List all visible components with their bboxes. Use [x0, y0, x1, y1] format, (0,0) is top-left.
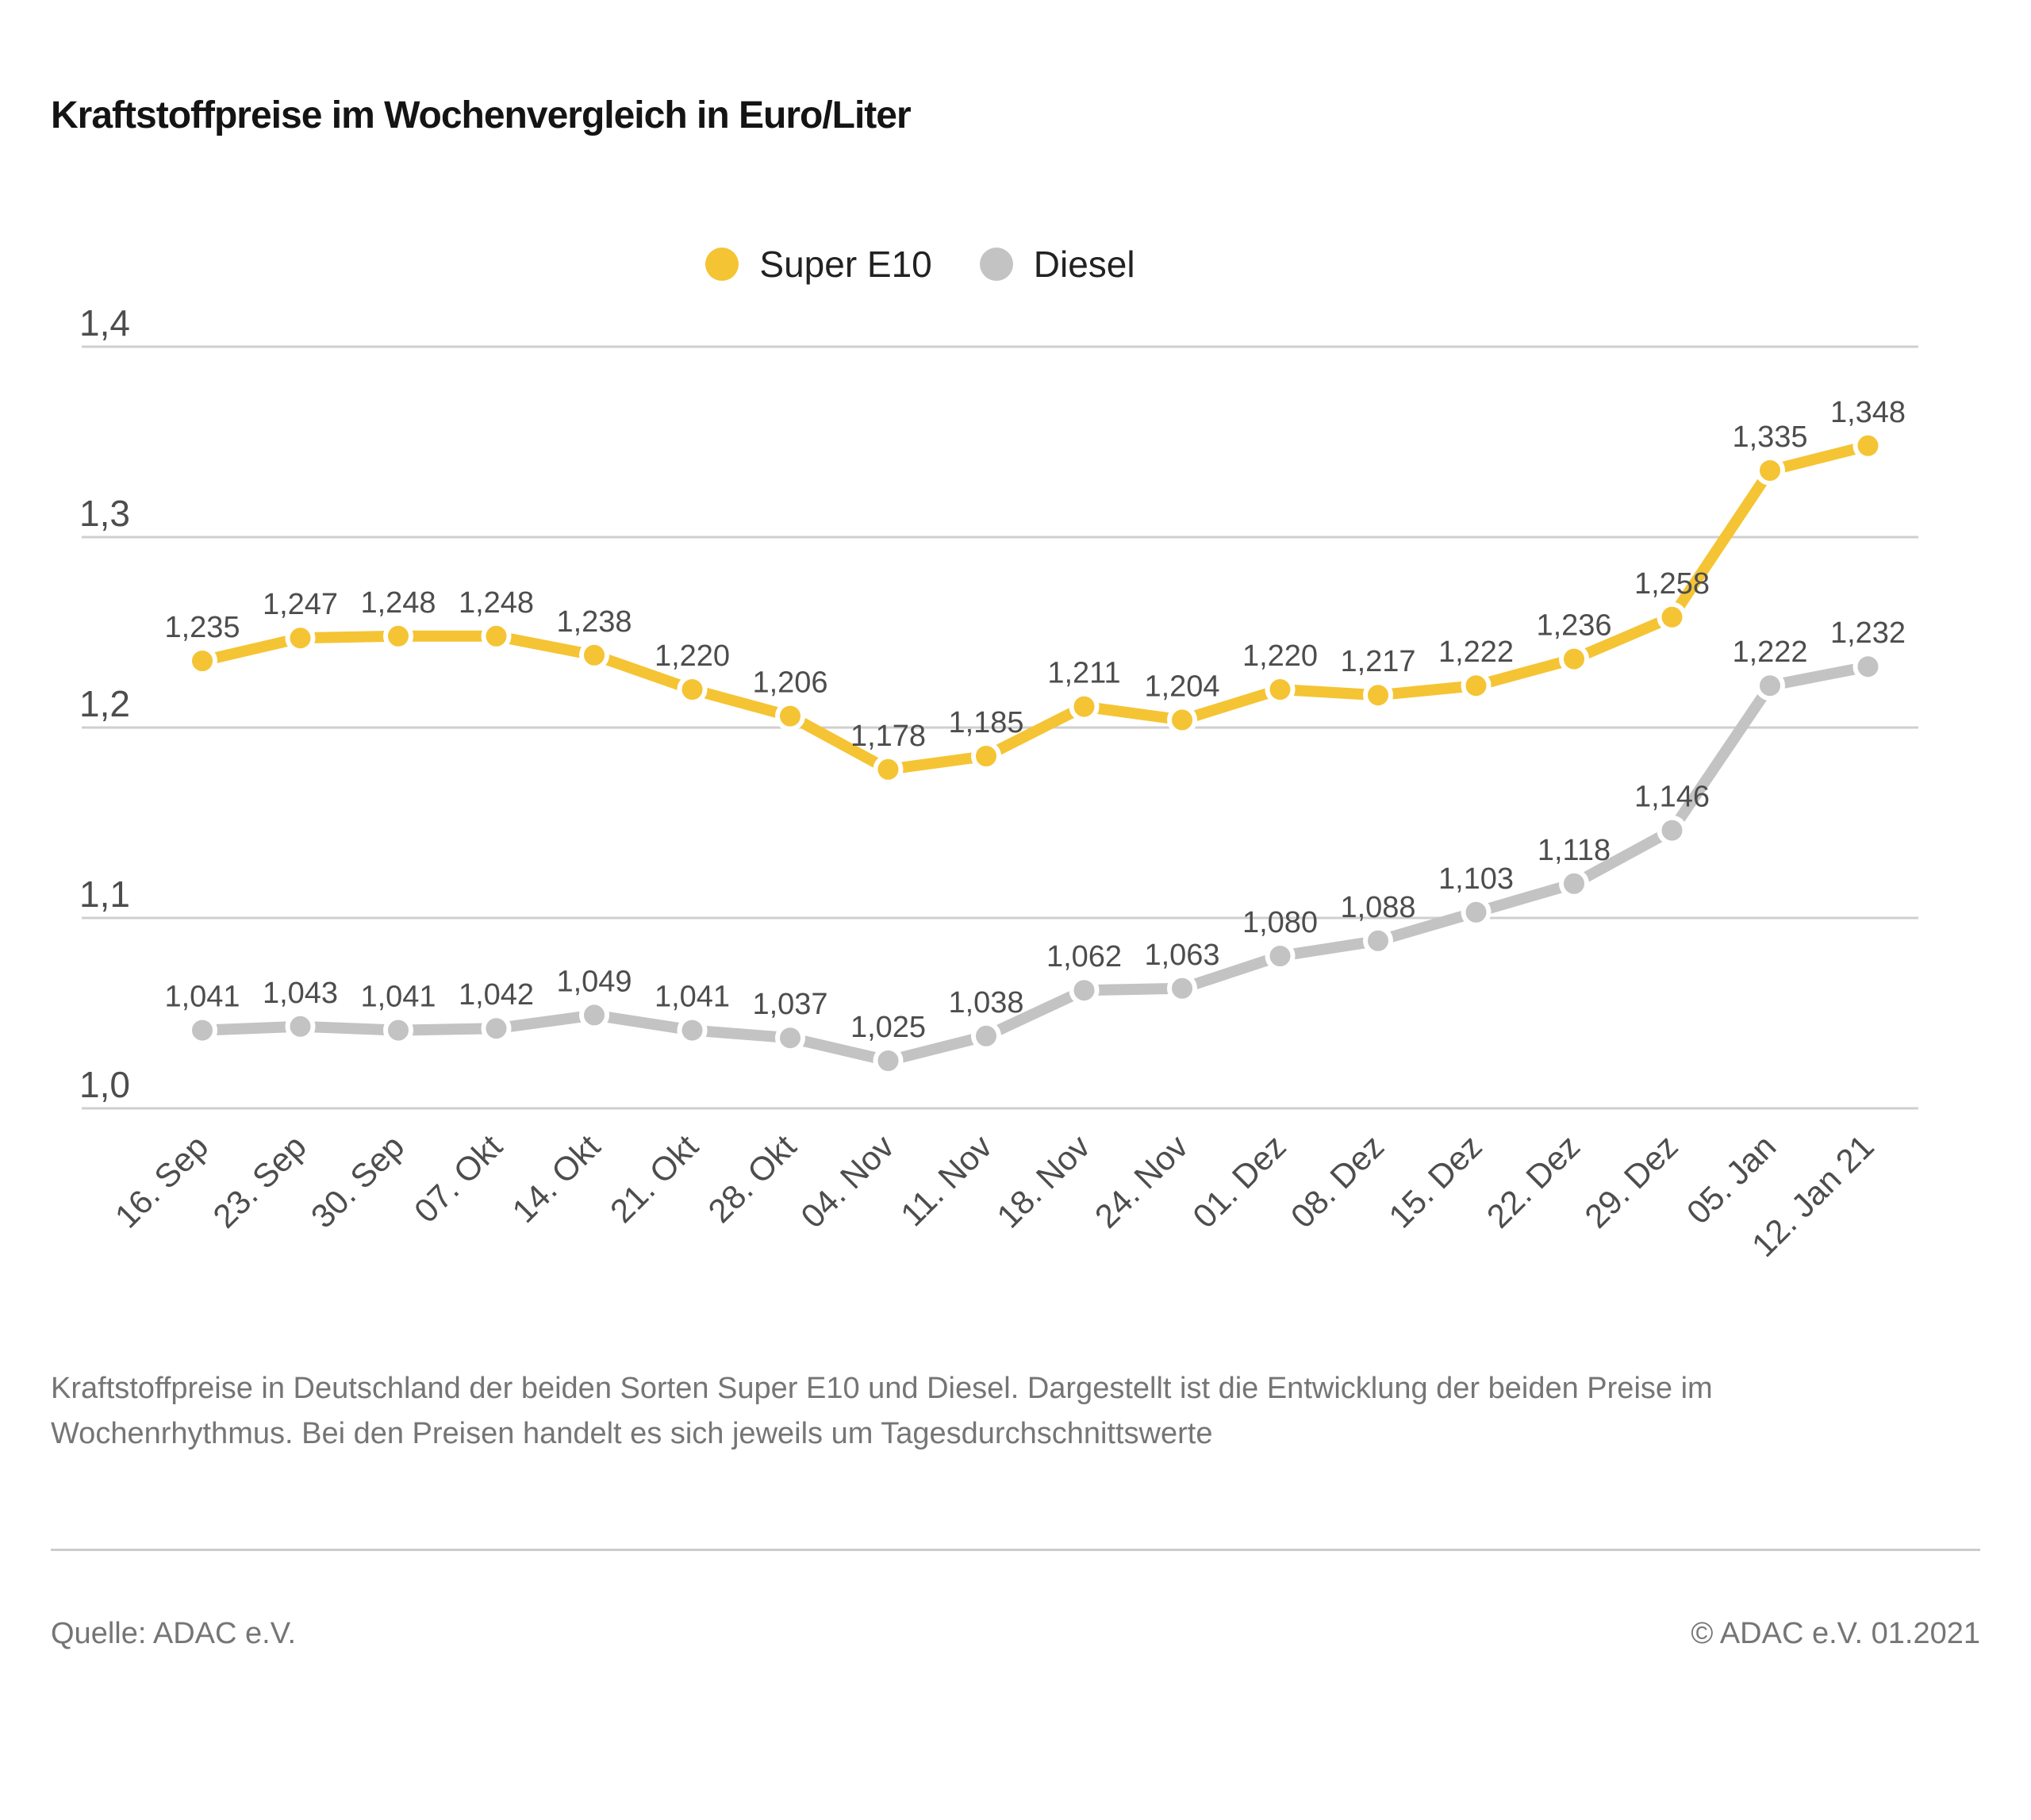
svg-text:1,146: 1,146 — [1634, 781, 1710, 814]
svg-text:21. Okt: 21. Okt — [603, 1127, 705, 1230]
svg-text:1,248: 1,248 — [459, 586, 534, 620]
svg-text:1,041: 1,041 — [360, 981, 436, 1014]
svg-text:1,038: 1,038 — [948, 986, 1023, 1019]
legend-item-diesel: Diesel — [979, 243, 1135, 286]
svg-text:1,248: 1,248 — [360, 586, 436, 620]
svg-text:1,1: 1,1 — [79, 874, 130, 915]
svg-text:1,220: 1,220 — [1242, 639, 1318, 673]
svg-text:1,204: 1,204 — [1144, 670, 1219, 703]
svg-text:1,037: 1,037 — [752, 988, 827, 1021]
svg-text:15. Dez: 15. Dez — [1381, 1127, 1489, 1235]
svg-text:1,238: 1,238 — [556, 605, 632, 639]
caption-line-2: Wochenrhythmus. Bei den Preisen handelt … — [51, 1417, 1213, 1450]
svg-text:18. Nov: 18. Nov — [989, 1127, 1097, 1235]
svg-text:1,236: 1,236 — [1536, 609, 1611, 643]
svg-text:1,217: 1,217 — [1340, 645, 1415, 678]
svg-text:1,043: 1,043 — [263, 977, 338, 1010]
chart-caption: Kraftstoffpreise in Deutschland der beid… — [51, 1366, 1987, 1457]
svg-text:1,235: 1,235 — [164, 611, 240, 644]
svg-text:1,185: 1,185 — [948, 706, 1023, 739]
svg-text:08. Dez: 08. Dez — [1284, 1127, 1392, 1235]
svg-text:22. Dez: 22. Dez — [1480, 1127, 1588, 1235]
svg-text:04. Nov: 04. Nov — [793, 1127, 901, 1235]
svg-text:1,118: 1,118 — [1538, 834, 1611, 867]
svg-text:1,049: 1,049 — [556, 965, 632, 998]
svg-text:1,3: 1,3 — [79, 493, 130, 534]
svg-text:1,178: 1,178 — [850, 720, 926, 753]
svg-text:28. Okt: 28. Okt — [701, 1127, 803, 1230]
svg-text:1,063: 1,063 — [1144, 939, 1219, 972]
legend-label-super-e10: Super E10 — [759, 244, 932, 285]
chart-legend: Super E10 Diesel — [0, 243, 1936, 286]
svg-text:1,232: 1,232 — [1830, 616, 1906, 650]
svg-text:1,103: 1,103 — [1438, 862, 1514, 896]
svg-text:1,4: 1,4 — [79, 302, 130, 344]
caption-line-1: Kraftstoffpreise in Deutschland der beid… — [51, 1372, 1713, 1405]
svg-text:1,258: 1,258 — [1634, 567, 1710, 601]
svg-text:1,042: 1,042 — [459, 978, 534, 1012]
svg-text:07. Okt: 07. Okt — [407, 1127, 509, 1230]
svg-text:23. Sep: 23. Sep — [205, 1127, 313, 1235]
svg-text:1,2: 1,2 — [79, 683, 130, 724]
footer: Quelle: ADAC e.V. © ADAC e.V. 01.2021 — [51, 1617, 1980, 1651]
svg-text:14. Okt: 14. Okt — [505, 1127, 607, 1230]
svg-text:1,080: 1,080 — [1242, 906, 1318, 939]
svg-text:1,025: 1,025 — [850, 1011, 926, 1044]
legend-dot-super-e10-icon — [705, 248, 739, 281]
svg-text:1,211: 1,211 — [1047, 657, 1120, 690]
svg-text:1,062: 1,062 — [1046, 940, 1122, 973]
source-text: Quelle: ADAC e.V. — [51, 1617, 297, 1650]
svg-text:1,206: 1,206 — [752, 666, 827, 700]
legend-label-diesel: Diesel — [1033, 244, 1135, 285]
svg-text:1,041: 1,041 — [164, 981, 240, 1014]
svg-text:1,041: 1,041 — [655, 981, 730, 1014]
footer-divider — [51, 1549, 1980, 1551]
svg-text:29. Dez: 29. Dez — [1577, 1127, 1685, 1235]
svg-text:16. Sep: 16. Sep — [108, 1127, 216, 1235]
svg-text:1,335: 1,335 — [1732, 420, 1807, 454]
svg-text:01. Dez: 01. Dez — [1185, 1127, 1293, 1235]
page-title: Kraftstoffpreise im Wochenvergleich in E… — [51, 94, 912, 136]
svg-text:1,348: 1,348 — [1830, 396, 1906, 429]
svg-text:1,222: 1,222 — [1732, 635, 1807, 669]
svg-text:1,220: 1,220 — [655, 639, 730, 673]
legend-item-super-e10: Super E10 — [705, 243, 932, 286]
svg-text:1,247: 1,247 — [263, 588, 338, 621]
svg-text:1,0: 1,0 — [79, 1064, 130, 1105]
svg-text:1,222: 1,222 — [1438, 635, 1514, 669]
svg-text:30. Sep: 30. Sep — [304, 1127, 412, 1235]
svg-text:1,088: 1,088 — [1340, 891, 1415, 924]
svg-text:11. Nov: 11. Nov — [893, 1127, 999, 1233]
copyright-text: © ADAC e.V. 01.2021 — [1691, 1617, 1980, 1650]
legend-dot-diesel-icon — [979, 248, 1013, 281]
svg-text:24. Nov: 24. Nov — [1088, 1127, 1196, 1235]
